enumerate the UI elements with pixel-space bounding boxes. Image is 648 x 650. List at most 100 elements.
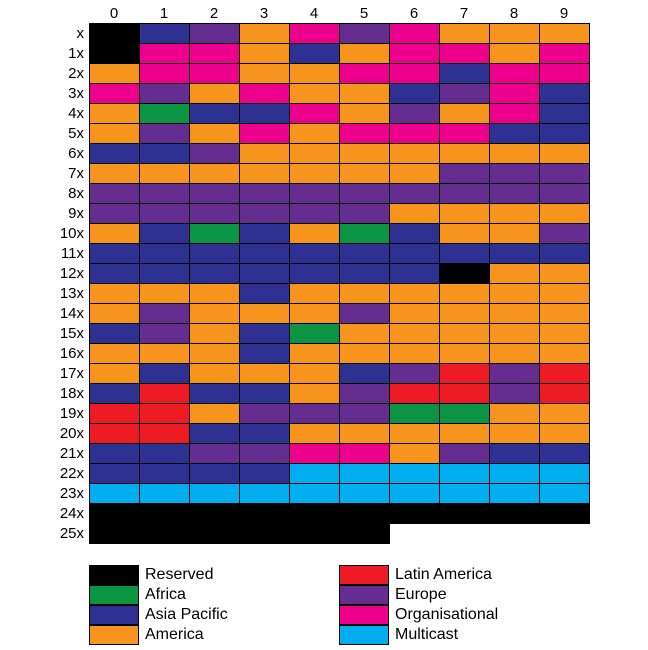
grid-cell-america (139, 283, 190, 304)
row-label: 10x (60, 225, 85, 242)
grid-cell-asia-pacific (189, 263, 240, 284)
grid-cell-america (339, 103, 390, 124)
grid-cell-america (239, 303, 290, 324)
grid-cell-america (489, 203, 540, 224)
grid-cell-organisational (239, 123, 290, 144)
grid-cell-latin-america (439, 363, 490, 384)
grid-cell-america (439, 343, 490, 364)
column-label-3: 3 (260, 5, 268, 22)
grid-cell-africa (289, 323, 340, 344)
row-label: 8x (68, 185, 84, 202)
grid-cell-reserved (339, 523, 390, 544)
grid-cell-europe (89, 203, 140, 224)
grid-cell-asia-pacific (239, 223, 290, 244)
row-label: 20x (60, 425, 85, 442)
grid-cell-latin-america (139, 403, 190, 424)
row-label: 17x (60, 365, 85, 382)
grid-cell-asia-pacific (239, 463, 290, 484)
grid-cell-multicast (339, 463, 390, 484)
grid-cell-america (189, 343, 240, 364)
grid-cell-america (339, 43, 390, 64)
row-label: 3x (68, 85, 84, 102)
grid-cell-america (489, 283, 540, 304)
grid-cell-america (489, 223, 540, 244)
grid-cell-america (439, 223, 490, 244)
row-label: 9x (68, 205, 84, 222)
grid-cell-america (389, 423, 440, 444)
grid-cell-latin-america (89, 403, 140, 424)
grid-cell-america (189, 83, 240, 104)
column-label-2: 2 (210, 5, 218, 22)
grid-cell-america (339, 83, 390, 104)
grid-cell-europe (439, 163, 490, 184)
grid-cell-africa (139, 103, 190, 124)
grid-cell-asia-pacific (239, 103, 290, 124)
grid-cell-europe (339, 183, 390, 204)
grid-cell-europe (439, 83, 490, 104)
grid-cell-asia-pacific (89, 143, 140, 164)
grid-cell-multicast (539, 463, 590, 484)
legend-swatch (339, 625, 389, 645)
grid-cell-america (489, 403, 540, 424)
grid-cell-asia-pacific (489, 443, 540, 464)
grid-cell-reserved (139, 503, 190, 524)
grid-cell-organisational (139, 43, 190, 64)
grid-cell-asia-pacific (89, 443, 140, 464)
column-label-6: 6 (410, 5, 418, 22)
grid-cell-reserved (439, 503, 490, 524)
grid-cell-america (339, 143, 390, 164)
grid-cell-multicast (439, 463, 490, 484)
grid-cell-america (289, 283, 340, 304)
grid-cell-europe (339, 403, 390, 424)
grid-cell-america (489, 323, 540, 344)
grid-cell-asia-pacific (489, 123, 540, 144)
grid-cell-america (539, 323, 590, 344)
grid-cell-america (389, 283, 440, 304)
grid-cell-europe (539, 163, 590, 184)
legend-label: Reserved (145, 566, 214, 583)
grid-cell-europe (189, 183, 240, 204)
grid-cell-europe (539, 223, 590, 244)
grid-cell-asia-pacific (189, 423, 240, 444)
grid-cell-europe (339, 303, 390, 324)
grid-cell-multicast (439, 483, 490, 504)
grid-cell-asia-pacific (189, 103, 240, 124)
legend-swatch (339, 565, 389, 585)
grid-cell-asia-pacific (139, 463, 190, 484)
grid-cell-asia-pacific (239, 283, 290, 304)
grid-cell-latin-america (439, 383, 490, 404)
grid-cell-organisational (539, 63, 590, 84)
grid-cell-asia-pacific (289, 263, 340, 284)
grid-cell-asia-pacific (239, 343, 290, 364)
grid-cell-america (489, 263, 540, 284)
grid-cell-organisational (389, 63, 440, 84)
grid-cell-america (289, 83, 340, 104)
grid-cell-multicast (489, 463, 540, 484)
row-label: 7x (68, 165, 84, 182)
legend-swatch (89, 625, 139, 645)
grid-cell-america (389, 443, 440, 464)
grid-cell-reserved (89, 43, 140, 64)
grid-cell-america (289, 143, 340, 164)
row-label: 14x (60, 305, 85, 322)
grid-cell-reserved (239, 503, 290, 524)
grid-cell-europe (339, 383, 390, 404)
grid-cell-asia-pacific (239, 383, 290, 404)
grid-cell-asia-pacific (539, 243, 590, 264)
grid-cell-europe (139, 123, 190, 144)
grid-cell-america (339, 423, 390, 444)
column-label-8: 8 (510, 5, 518, 22)
grid-cell-america (239, 143, 290, 164)
grid-cell-reserved (89, 523, 140, 544)
grid-cell-europe (189, 143, 240, 164)
grid-cell-europe (489, 163, 540, 184)
row-label: 5x (68, 125, 84, 142)
grid-cell-america (339, 163, 390, 184)
grid-cell-america (539, 23, 590, 44)
grid-cell-america (439, 323, 490, 344)
legend-label: Asia Pacific (145, 606, 228, 623)
row-label: 11x (61, 245, 85, 262)
grid-cell-reserved (539, 503, 590, 524)
grid-cell-latin-america (139, 423, 190, 444)
legend-item-asia-pacific: Asia Pacific (89, 605, 228, 625)
